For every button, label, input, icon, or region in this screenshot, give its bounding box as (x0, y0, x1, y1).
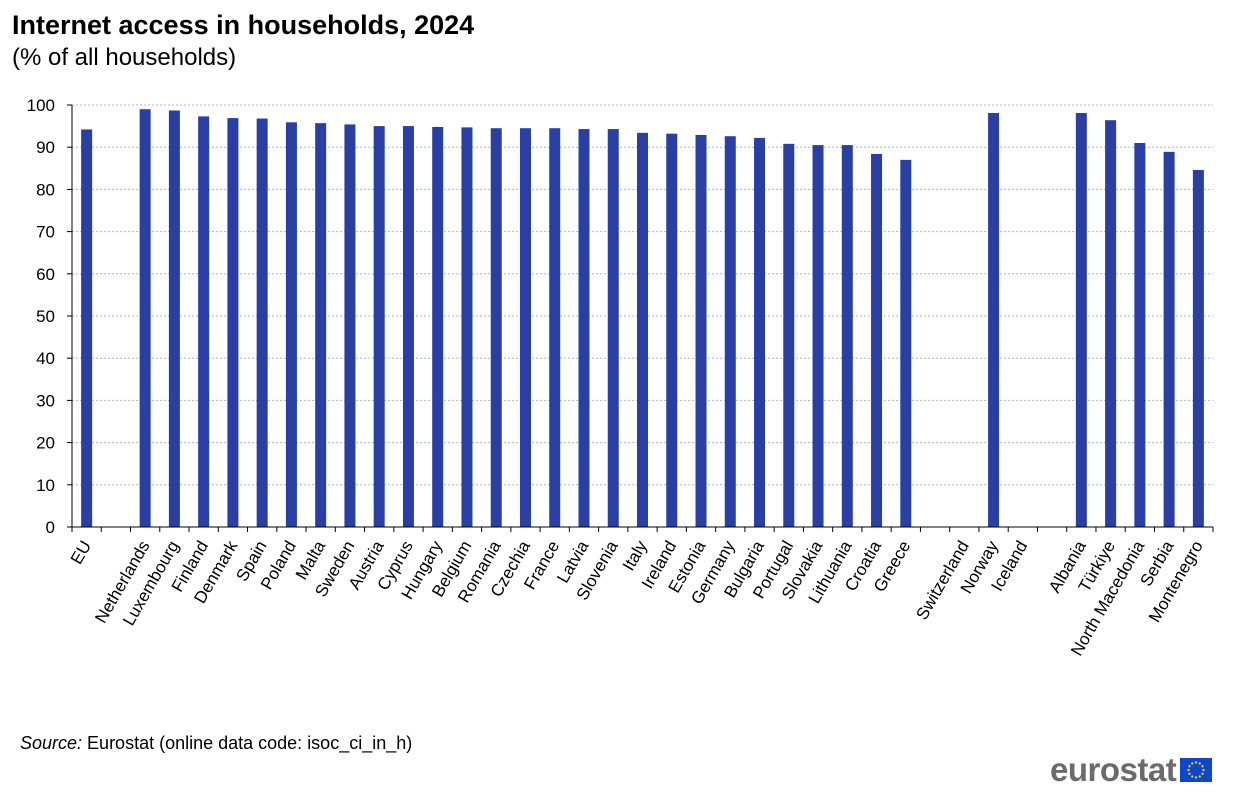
flag-star (1188, 772, 1191, 775)
x-tick-labels: EUNetherlandsLuxembourgFinlandDenmarkSpa… (67, 537, 1207, 659)
source-label: Source: (20, 733, 83, 753)
bar (578, 129, 590, 527)
bar (988, 113, 1000, 527)
bar (1075, 113, 1087, 527)
bar (637, 132, 648, 528)
x-tick-label: EU (67, 538, 95, 568)
bar (695, 134, 707, 527)
bar (139, 109, 151, 527)
bar (285, 122, 297, 527)
y-tick-label: 90 (36, 138, 55, 157)
eu-flag-icon (1180, 758, 1213, 782)
bar (754, 137, 766, 527)
flag-star (1195, 776, 1198, 779)
logo-text: eurostat (1050, 751, 1177, 788)
bar (549, 128, 561, 527)
bar (1134, 142, 1146, 528)
flag-star (1201, 772, 1204, 775)
y-tick-label: 50 (36, 307, 55, 326)
y-tick-label: 60 (36, 265, 55, 284)
axes (67, 104, 1214, 532)
flag-star (1191, 775, 1194, 778)
flag-star (1187, 768, 1190, 772)
flag-star (1198, 775, 1202, 778)
y-tick-label: 30 (36, 391, 55, 410)
bar (871, 153, 883, 527)
eurostat-logo: eurostat (1050, 751, 1213, 792)
bar (812, 145, 824, 527)
y-tick-label: 100 (27, 96, 55, 115)
y-tick-label: 70 (36, 223, 55, 242)
bar (900, 159, 912, 528)
bar (783, 143, 795, 527)
bar (461, 127, 473, 527)
flag-star (1198, 762, 1202, 765)
y-tick-label: 80 (36, 180, 55, 199)
bar (1163, 151, 1175, 528)
bar (256, 118, 268, 527)
bar (198, 116, 210, 528)
flag-star (1201, 765, 1204, 768)
flag-star (1195, 761, 1198, 764)
bar (373, 126, 385, 527)
source-note: Source: Eurostat (online data code: isoc… (20, 733, 412, 754)
bar (607, 129, 619, 527)
bar (841, 145, 853, 527)
flag-star (1202, 768, 1205, 772)
bar (402, 126, 414, 527)
y-tick-label: 20 (36, 434, 55, 453)
bar (724, 136, 736, 527)
bar (432, 126, 444, 527)
bar (344, 124, 356, 528)
y-tick-label: 10 (36, 476, 55, 495)
bar (666, 133, 678, 528)
chart-title: Internet access in households, 2024 (12, 10, 475, 40)
y-tick-labels: 0 10 20 30 40 50 60 70 80 90 100 (27, 96, 55, 537)
bar (1192, 169, 1204, 527)
bar (168, 110, 180, 528)
y-tick-label: 40 (36, 349, 55, 368)
bar (81, 129, 93, 527)
flag-star (1191, 762, 1194, 765)
bar (227, 118, 239, 527)
bar (490, 128, 502, 527)
source-text: Eurostat (online data code: isoc_ci_in_h… (82, 733, 413, 753)
chart-subtitle: (% of all households) (12, 44, 237, 71)
flag-star (1188, 765, 1191, 768)
bar (315, 123, 327, 527)
bar (519, 128, 531, 527)
bar (1105, 120, 1117, 527)
y-tick-label: 0 (46, 518, 55, 537)
bar-chart: 0 10 20 30 40 50 60 70 80 90 100 EUNetherlandsLuxe… (27, 96, 1214, 659)
bars (81, 109, 1204, 528)
